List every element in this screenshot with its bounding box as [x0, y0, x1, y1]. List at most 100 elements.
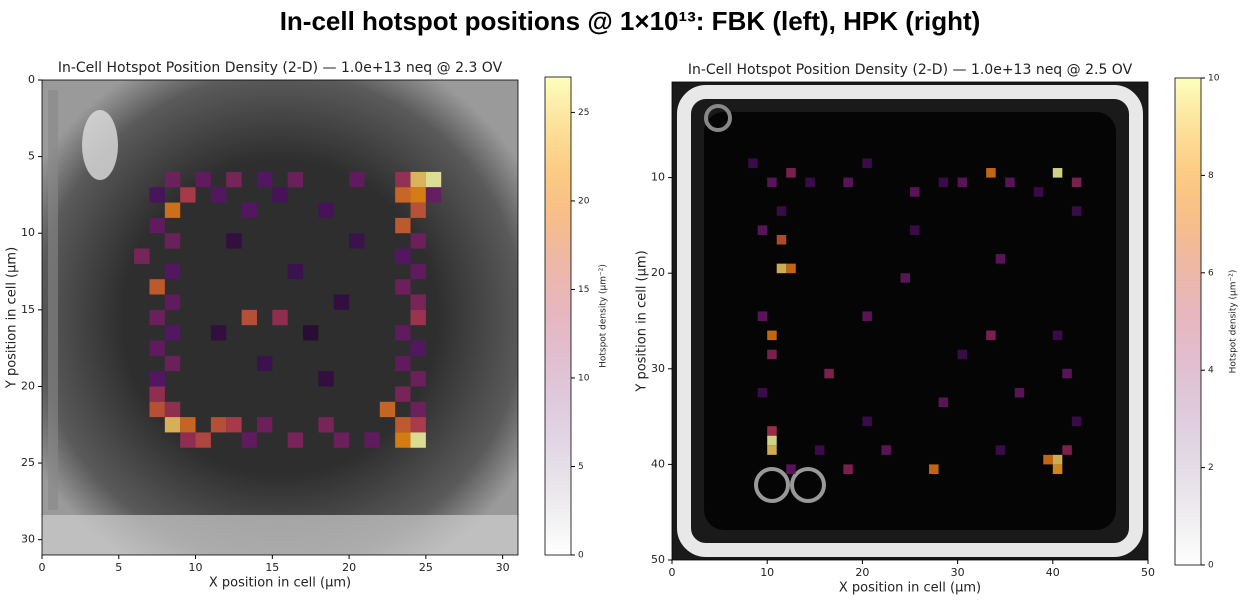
heat-cell	[767, 177, 777, 188]
heat-cell	[1052, 454, 1063, 465]
x-tick-label: 0	[669, 566, 676, 579]
heat-cell	[226, 417, 242, 433]
heat-cell	[318, 371, 334, 387]
heat-cell	[1071, 416, 1082, 427]
heat-cell	[862, 311, 872, 321]
heat-cell	[786, 263, 796, 274]
y-tick-label: 10	[21, 226, 35, 239]
heat-cell	[149, 401, 165, 418]
y-tick-label: 0	[28, 73, 35, 86]
heat-cell	[241, 202, 257, 218]
heat-cell	[149, 187, 165, 203]
heat-cell	[134, 248, 150, 264]
colorbar-label: Hotspot density (µm⁻²)	[599, 264, 609, 368]
heat-cell	[1071, 177, 1082, 188]
heat-cell	[767, 445, 777, 455]
heat-cell	[195, 171, 211, 188]
heat-cell	[287, 432, 304, 448]
heat-cell	[410, 371, 426, 387]
heat-cell	[425, 171, 442, 188]
heat-cell	[149, 279, 165, 295]
heat-cell	[395, 386, 411, 402]
heat-cell	[786, 168, 796, 178]
colorbar-tick-label: 5	[578, 462, 584, 472]
heat-cell	[1043, 454, 1053, 465]
plot-frame	[671, 81, 1149, 561]
x-axis-label: X position in cell (µm)	[839, 581, 981, 596]
heat-cell	[929, 464, 939, 474]
heat-cell	[333, 432, 350, 448]
colorbar-tick-label: 20	[578, 196, 590, 206]
colorbar-tick-label: 10	[1208, 74, 1220, 84]
heat-cell	[272, 309, 288, 326]
colorbar-tick-label: 4	[1208, 366, 1214, 376]
heat-cell	[862, 158, 872, 169]
x-tick-label: 25	[419, 561, 433, 574]
heat-cell	[379, 401, 396, 418]
heat-cell	[1052, 464, 1063, 474]
x-tick-label: 10	[189, 561, 203, 574]
heat-cell	[164, 294, 181, 310]
heat-cell	[164, 355, 181, 372]
colorbar-tick-label: 15	[578, 285, 589, 295]
heat-cell	[410, 340, 426, 356]
heat-cell	[767, 435, 777, 446]
heat-cell	[256, 417, 273, 433]
micrograph-feature	[704, 104, 732, 132]
heat-cell	[395, 417, 411, 433]
heat-cell	[210, 325, 227, 341]
micrograph-feature	[754, 467, 790, 503]
heat-cell	[410, 294, 426, 310]
figure-title: In-cell hotspot positions @ 1×10¹³: FBK …	[280, 6, 981, 36]
heat-cell	[776, 206, 787, 216]
heat-cell	[164, 401, 181, 418]
heat-cell	[318, 202, 334, 218]
heat-cell	[410, 233, 426, 249]
heat-cell	[410, 171, 426, 188]
heat-cell	[995, 445, 1006, 455]
heat-cell	[986, 168, 996, 178]
heat-cell	[164, 233, 181, 249]
y-tick-label: 5	[28, 150, 35, 163]
chart-title: In-Cell Hotspot Position Density (2-D) —…	[58, 60, 503, 76]
y-tick-label: 15	[21, 303, 35, 316]
heat-cell	[164, 417, 181, 433]
heat-cell	[757, 225, 768, 235]
y-tick-label: 25	[21, 456, 35, 469]
y-tick-label: 20	[21, 379, 35, 392]
x-tick-label: 30	[496, 561, 510, 574]
heat-cell	[824, 368, 834, 379]
heat-cell	[843, 177, 853, 188]
heat-cell	[272, 187, 288, 203]
heat-cell	[410, 401, 426, 418]
heat-cell	[395, 187, 411, 203]
x-tick-label: 20	[342, 561, 356, 574]
heat-cell	[149, 217, 165, 234]
heat-cell	[910, 187, 920, 197]
colorbar	[1174, 77, 1202, 566]
heat-cell	[776, 263, 787, 274]
heat-cell	[164, 171, 181, 188]
heat-cell	[410, 263, 426, 280]
heat-cell	[303, 325, 319, 341]
heat-cell	[349, 171, 365, 188]
heat-cell	[226, 171, 242, 188]
heat-cell	[748, 158, 758, 169]
heat-cell	[195, 432, 211, 448]
heat-cell	[241, 309, 257, 326]
colorbar-tick-label: 2	[1208, 463, 1214, 473]
x-tick-label: 20	[855, 566, 869, 579]
micrograph-feature	[82, 110, 118, 180]
heat-cell	[805, 177, 815, 188]
x-tick-label: 30	[951, 566, 965, 579]
y-tick-label: 50	[651, 553, 665, 566]
colorbar-tick-label: 6	[1208, 268, 1214, 278]
x-axis-label: X position in cell (µm)	[209, 576, 351, 591]
heat-cell	[1014, 387, 1025, 398]
heat-cell	[395, 432, 411, 448]
heat-cell	[786, 464, 796, 474]
heat-cell	[938, 177, 949, 188]
heat-cell	[843, 464, 853, 474]
heat-cell	[757, 311, 768, 321]
micrograph-frame	[677, 85, 1143, 557]
